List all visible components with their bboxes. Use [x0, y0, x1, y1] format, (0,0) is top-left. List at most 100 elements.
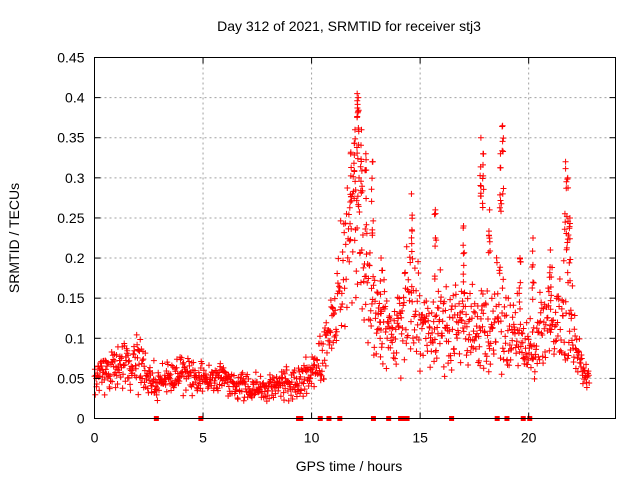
- data-point: [538, 299, 545, 306]
- x-tick-labels: 0 5 10 15 20: [91, 430, 537, 446]
- data-point: [102, 366, 109, 373]
- data-point: [425, 310, 432, 317]
- data-point: [566, 235, 573, 242]
- data-point: [475, 333, 482, 340]
- data-point: [460, 262, 467, 269]
- data-point: [490, 351, 497, 358]
- data-point: [279, 374, 286, 381]
- data-point: [489, 324, 496, 331]
- data-point: [460, 222, 467, 229]
- data-point: [357, 163, 364, 170]
- data-point: [415, 336, 422, 343]
- data-point: [145, 367, 152, 374]
- data-point: [340, 276, 347, 283]
- data-point: [388, 331, 395, 338]
- data-point: [478, 287, 485, 294]
- data-point: [404, 332, 411, 339]
- data-point: [462, 335, 469, 342]
- data-point: [334, 270, 341, 277]
- data-point: [222, 369, 229, 376]
- data-point: [314, 357, 321, 364]
- data-point: [544, 314, 551, 321]
- data-point: [322, 362, 329, 369]
- data-point: [574, 368, 581, 375]
- data-point: [347, 220, 354, 227]
- data-point: [557, 326, 564, 333]
- data-point: [410, 339, 417, 346]
- data-point: [536, 289, 543, 296]
- data-point: [139, 375, 146, 382]
- data-point: [240, 397, 247, 404]
- x-tick-label: 0: [91, 430, 99, 446]
- y-tick-labels: 0 0.05 0.1 0.15 0.2 0.25 0.3 0.35 0.4 0.45: [57, 50, 84, 427]
- data-point: [293, 382, 300, 389]
- data-point: [497, 197, 504, 204]
- data-point: [537, 318, 544, 325]
- data-point: [510, 302, 517, 309]
- data-point: [470, 328, 477, 335]
- data-point: [148, 389, 155, 396]
- data-point: [529, 328, 536, 335]
- data-point: [433, 237, 440, 244]
- data-point: [471, 300, 478, 307]
- data-point: [113, 352, 120, 359]
- data-point: [551, 351, 558, 358]
- data-point: [547, 247, 554, 254]
- data-point: [173, 364, 180, 371]
- data-point: [189, 392, 196, 399]
- data-point: [381, 276, 388, 283]
- data-point: [548, 292, 555, 299]
- data-point: [561, 226, 568, 233]
- data-point: [370, 282, 377, 289]
- data-point: [463, 352, 470, 359]
- data-point: [486, 206, 493, 213]
- data-point: [477, 362, 484, 369]
- data-point: [371, 344, 378, 351]
- data-point: [428, 309, 435, 316]
- data-point: [370, 273, 377, 280]
- data-point: [499, 122, 506, 129]
- data-point: [340, 220, 347, 227]
- data-point: [349, 248, 356, 255]
- data-point: [319, 347, 326, 354]
- data-point: [533, 325, 540, 332]
- data-point: [136, 361, 143, 368]
- data-point: [527, 364, 534, 371]
- data-point: [513, 338, 520, 345]
- data-point: [317, 377, 324, 384]
- data-point: [529, 279, 536, 286]
- data-point: [570, 354, 577, 361]
- data-point: [412, 308, 419, 315]
- data-point: [339, 249, 346, 256]
- data-point: [303, 390, 310, 397]
- data-point: [440, 363, 447, 370]
- data-point: [409, 298, 416, 305]
- x-tick-label: 15: [412, 430, 428, 446]
- data-point: [392, 326, 399, 333]
- data-point: [414, 321, 421, 328]
- data-point: [320, 376, 327, 383]
- data-point: [295, 365, 302, 372]
- data-point: [525, 336, 532, 343]
- data-point: [531, 375, 538, 382]
- data-point: [563, 310, 570, 317]
- data-point: [343, 276, 350, 283]
- y-axis-label: SRMTID / TECUs: [6, 183, 22, 293]
- data-point: [252, 369, 259, 376]
- data-point: [566, 225, 573, 232]
- data-point: [122, 378, 129, 385]
- data-point: [185, 372, 192, 379]
- data-point: [435, 305, 442, 312]
- data-point: [120, 362, 127, 369]
- data-point: [129, 367, 136, 374]
- data-point: [451, 350, 458, 357]
- data-point: [369, 175, 376, 182]
- data-point: [337, 306, 344, 313]
- data-point: [428, 348, 435, 355]
- data-point: [358, 167, 365, 174]
- data-point: [564, 269, 571, 276]
- data-point: [479, 175, 486, 182]
- data-point: [224, 379, 231, 386]
- data-point: [425, 330, 432, 337]
- data-point: [241, 379, 248, 386]
